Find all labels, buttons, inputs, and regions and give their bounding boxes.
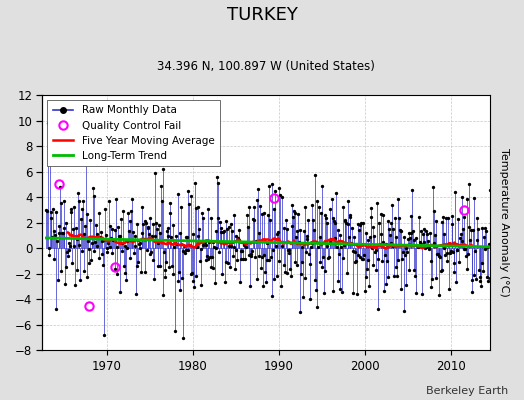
Title: 34.396 N, 100.897 W (United States): 34.396 N, 100.897 W (United States) [157,60,375,73]
Y-axis label: Temperature Anomaly (°C): Temperature Anomaly (°C) [499,148,509,297]
Text: TURKEY: TURKEY [226,6,298,24]
Text: Berkeley Earth: Berkeley Earth [426,386,508,396]
Legend: Raw Monthly Data, Quality Control Fail, Five Year Moving Average, Long-Term Tren: Raw Monthly Data, Quality Control Fail, … [47,100,220,166]
